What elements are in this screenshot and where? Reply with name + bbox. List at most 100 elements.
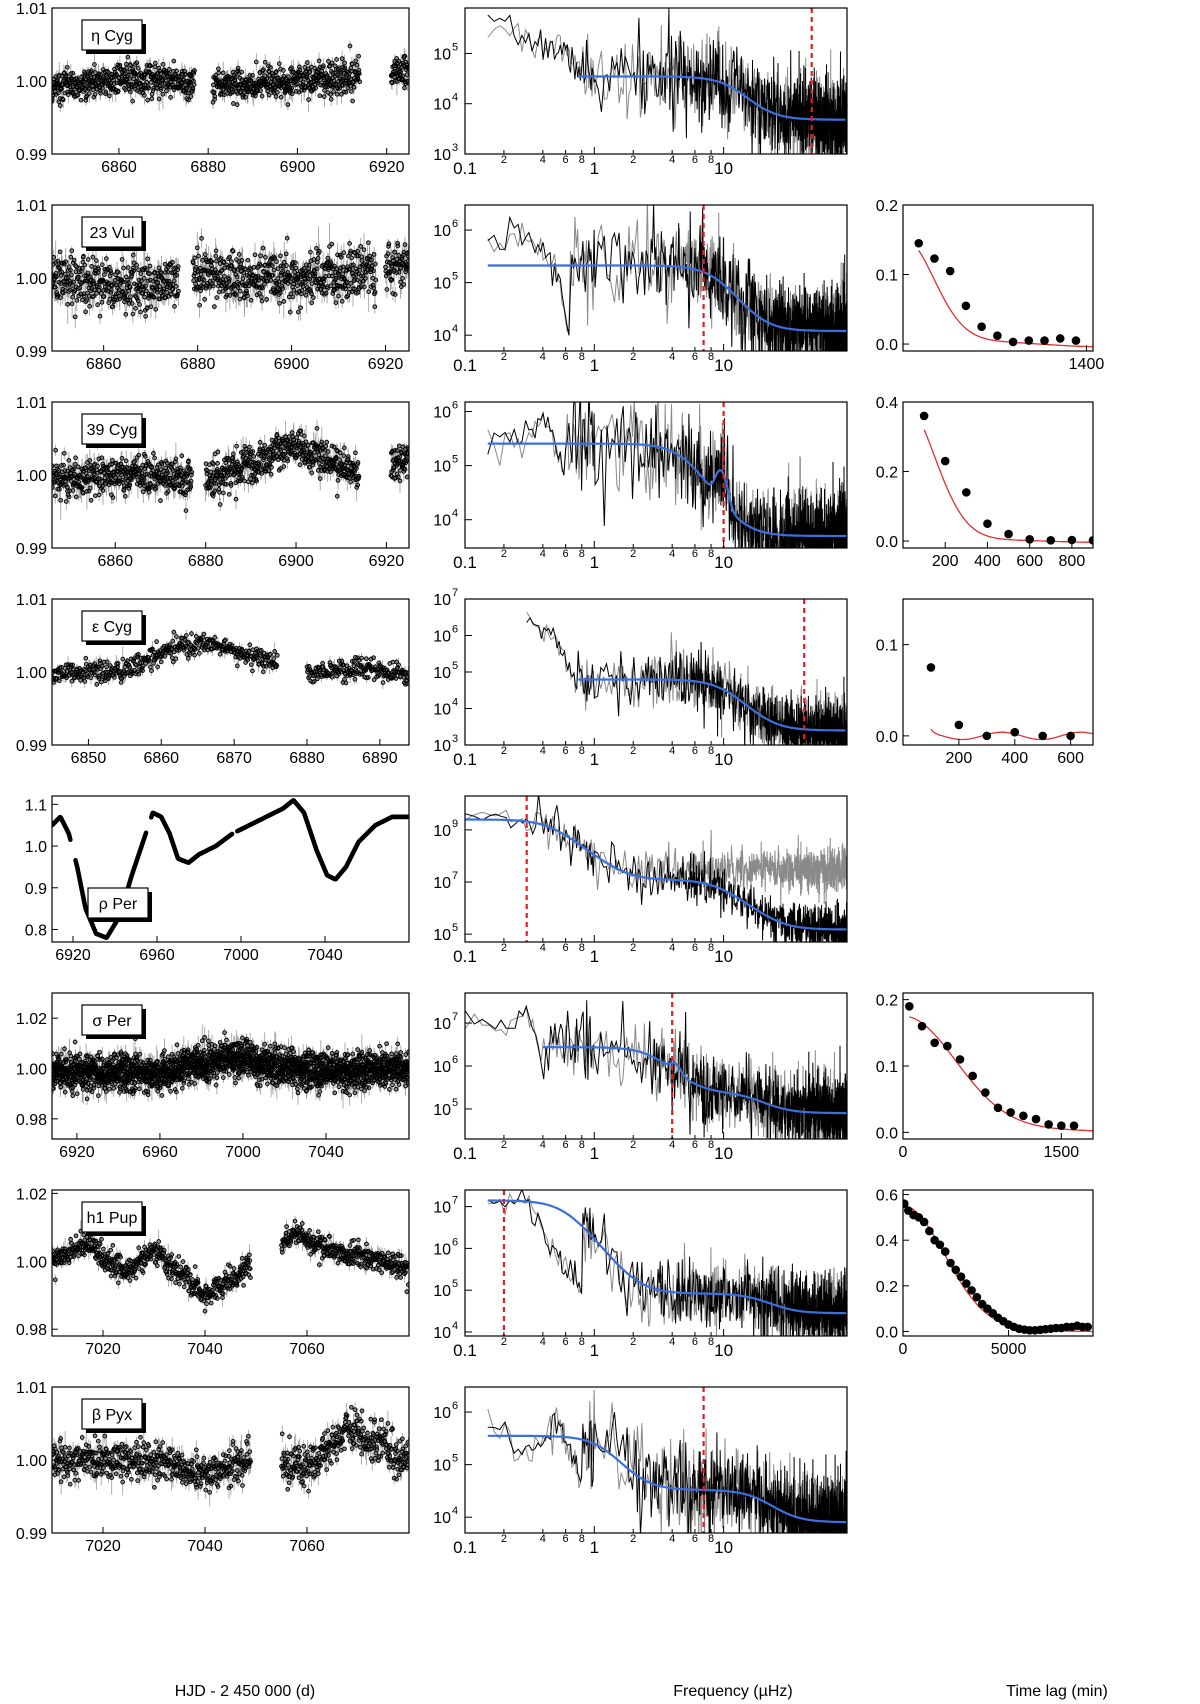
psd-x-minor-label: 6 [692, 548, 698, 560]
psd-y-tick-exponent: 5 [452, 1278, 458, 1290]
psd-frame [464, 1386, 848, 1534]
psd-plot-area [526, 599, 847, 745]
acf-frame [902, 598, 1094, 746]
acf-point [1083, 1322, 1093, 1332]
psd-x-tick-label: 10 [714, 356, 733, 375]
acf-point [930, 1038, 939, 1048]
psd-x-minor-label: 8 [708, 351, 714, 363]
psd-x-minor-label: 2 [630, 1336, 636, 1348]
psd-x-minor-label: 2 [630, 1533, 636, 1545]
lightcurve-points [52, 629, 409, 689]
psd-x-minor-label: 8 [579, 745, 585, 757]
psd-x-tick-label: 1 [590, 750, 599, 769]
lightcurve-points [52, 419, 409, 520]
psd-x-minor-label: 6 [692, 1139, 698, 1151]
acf-point [1071, 336, 1081, 345]
lightcurve-markers [52, 425, 409, 513]
psd-y-tick-exponent: 4 [452, 1505, 458, 1517]
psd-frame [464, 795, 848, 943]
psd-y-tick-exponent: 3 [452, 733, 458, 745]
lc-x-tick-label: 7040 [307, 947, 343, 964]
psd-x-minor-label: 4 [669, 351, 675, 363]
psd-x-minor-label: 6 [563, 942, 569, 954]
acf-point [1069, 1121, 1079, 1131]
psd-model-fit [542, 1046, 847, 1115]
acf-point [925, 1226, 934, 1236]
lightcurve-frame [51, 992, 410, 1140]
psd-y-tick-exponent: 5 [452, 41, 458, 53]
psd-x-tick-label: 0.1 [453, 1538, 477, 1557]
acf-point [1066, 731, 1075, 741]
psd-plot-area [465, 796, 847, 942]
acf-fit-curve [918, 250, 1093, 348]
lc-x-tick-label: 7060 [289, 1538, 325, 1555]
acf-point [1019, 1111, 1028, 1121]
psd-x-minor-label: 4 [540, 942, 546, 954]
psd-x-tick-label: 10 [714, 750, 733, 769]
psd-black-spectrum [465, 796, 847, 942]
acf-x-tick-label: 1500 [1044, 1144, 1080, 1161]
acf-y-tick-label: 0.1 [876, 638, 898, 655]
psd-model-fit [465, 818, 847, 931]
acf-point [1004, 529, 1013, 539]
psd-y-tick-label: 10 [433, 1016, 451, 1033]
lc-x-tick-label: 6920 [59, 1144, 95, 1161]
acf-y-tick-label: 0.0 [876, 534, 898, 551]
psd-x-minor-label: 8 [708, 548, 714, 560]
psd-x-minor-label: 8 [579, 942, 585, 954]
lc-y-tick-label: 1.01 [16, 198, 47, 215]
lightcurve-markers [52, 629, 409, 687]
psd-y-tick-label: 10 [433, 592, 451, 609]
lightcurve-segment [143, 830, 149, 838]
psd-x-minor-label: 6 [563, 548, 569, 560]
lightcurve-markers [52, 1404, 409, 1495]
lc-x-tick-label: 6920 [368, 356, 404, 373]
psd-y-tick-label: 10 [433, 665, 451, 682]
star-label-box [81, 610, 143, 642]
acf-fit-curve [923, 429, 1093, 543]
psd-x-minor-label: 8 [579, 548, 585, 560]
acf-point [961, 301, 971, 311]
psd-x-tick-label: 10 [714, 1538, 733, 1557]
psd-x-minor-label: 4 [669, 1533, 675, 1545]
psd-frame [464, 204, 848, 352]
psd-x-minor-label: 2 [501, 548, 507, 560]
acf-x-tick-label: 600 [1016, 553, 1043, 570]
acf-y-tick-label: 0.0 [876, 1125, 898, 1142]
psd-black-spectrum [465, 1000, 847, 1139]
star-label-box [81, 216, 143, 248]
psd-x-minor-label: 8 [708, 154, 714, 166]
lc-y-tick-label: 1.00 [16, 1062, 47, 1079]
acf-y-tick-label: 0.0 [876, 337, 898, 354]
psd-x-minor-label: 2 [630, 1139, 636, 1151]
acf-point [1046, 536, 1056, 545]
acf-x-tick-label: 400 [1001, 750, 1028, 767]
acf-point [919, 1217, 929, 1227]
psd-x-minor-label: 2 [501, 351, 507, 363]
lc-x-tick-label: 7040 [187, 1538, 223, 1555]
lc-x-tick-label: 7040 [308, 1144, 344, 1161]
psd-x-minor-label: 8 [708, 1533, 714, 1545]
acf-point [1010, 727, 1020, 737]
acf-point [956, 1272, 966, 1281]
star-label: β Pyx [92, 1407, 132, 1424]
psd-y-tick-label: 10 [433, 276, 451, 293]
acf-y-tick-label: 0.2 [876, 993, 898, 1010]
acf-x-tick-label: 800 [1059, 553, 1086, 570]
psd-x-minor-label: 2 [630, 548, 636, 560]
acf-frame [902, 204, 1094, 352]
acf-point [935, 1240, 945, 1250]
psd-y-tick-label: 10 [433, 1200, 451, 1217]
psd-model-fit [578, 678, 846, 732]
acf-y-tick-label: 0.4 [876, 395, 898, 412]
psd-x-minor-label: 8 [708, 1139, 714, 1151]
lc-y-tick-label: 1.00 [16, 468, 47, 485]
acf-y-tick-label: 0.2 [876, 465, 898, 482]
psd-model-fit [487, 264, 847, 333]
lc-x-tick-label: 6960 [139, 947, 175, 964]
psd-y-tick-label: 10 [433, 1325, 451, 1342]
acf-point [930, 254, 939, 263]
acf-point [955, 1055, 965, 1064]
psd-x-minor-label: 6 [563, 154, 569, 166]
psd-y-tick-exponent: 3 [452, 142, 458, 154]
